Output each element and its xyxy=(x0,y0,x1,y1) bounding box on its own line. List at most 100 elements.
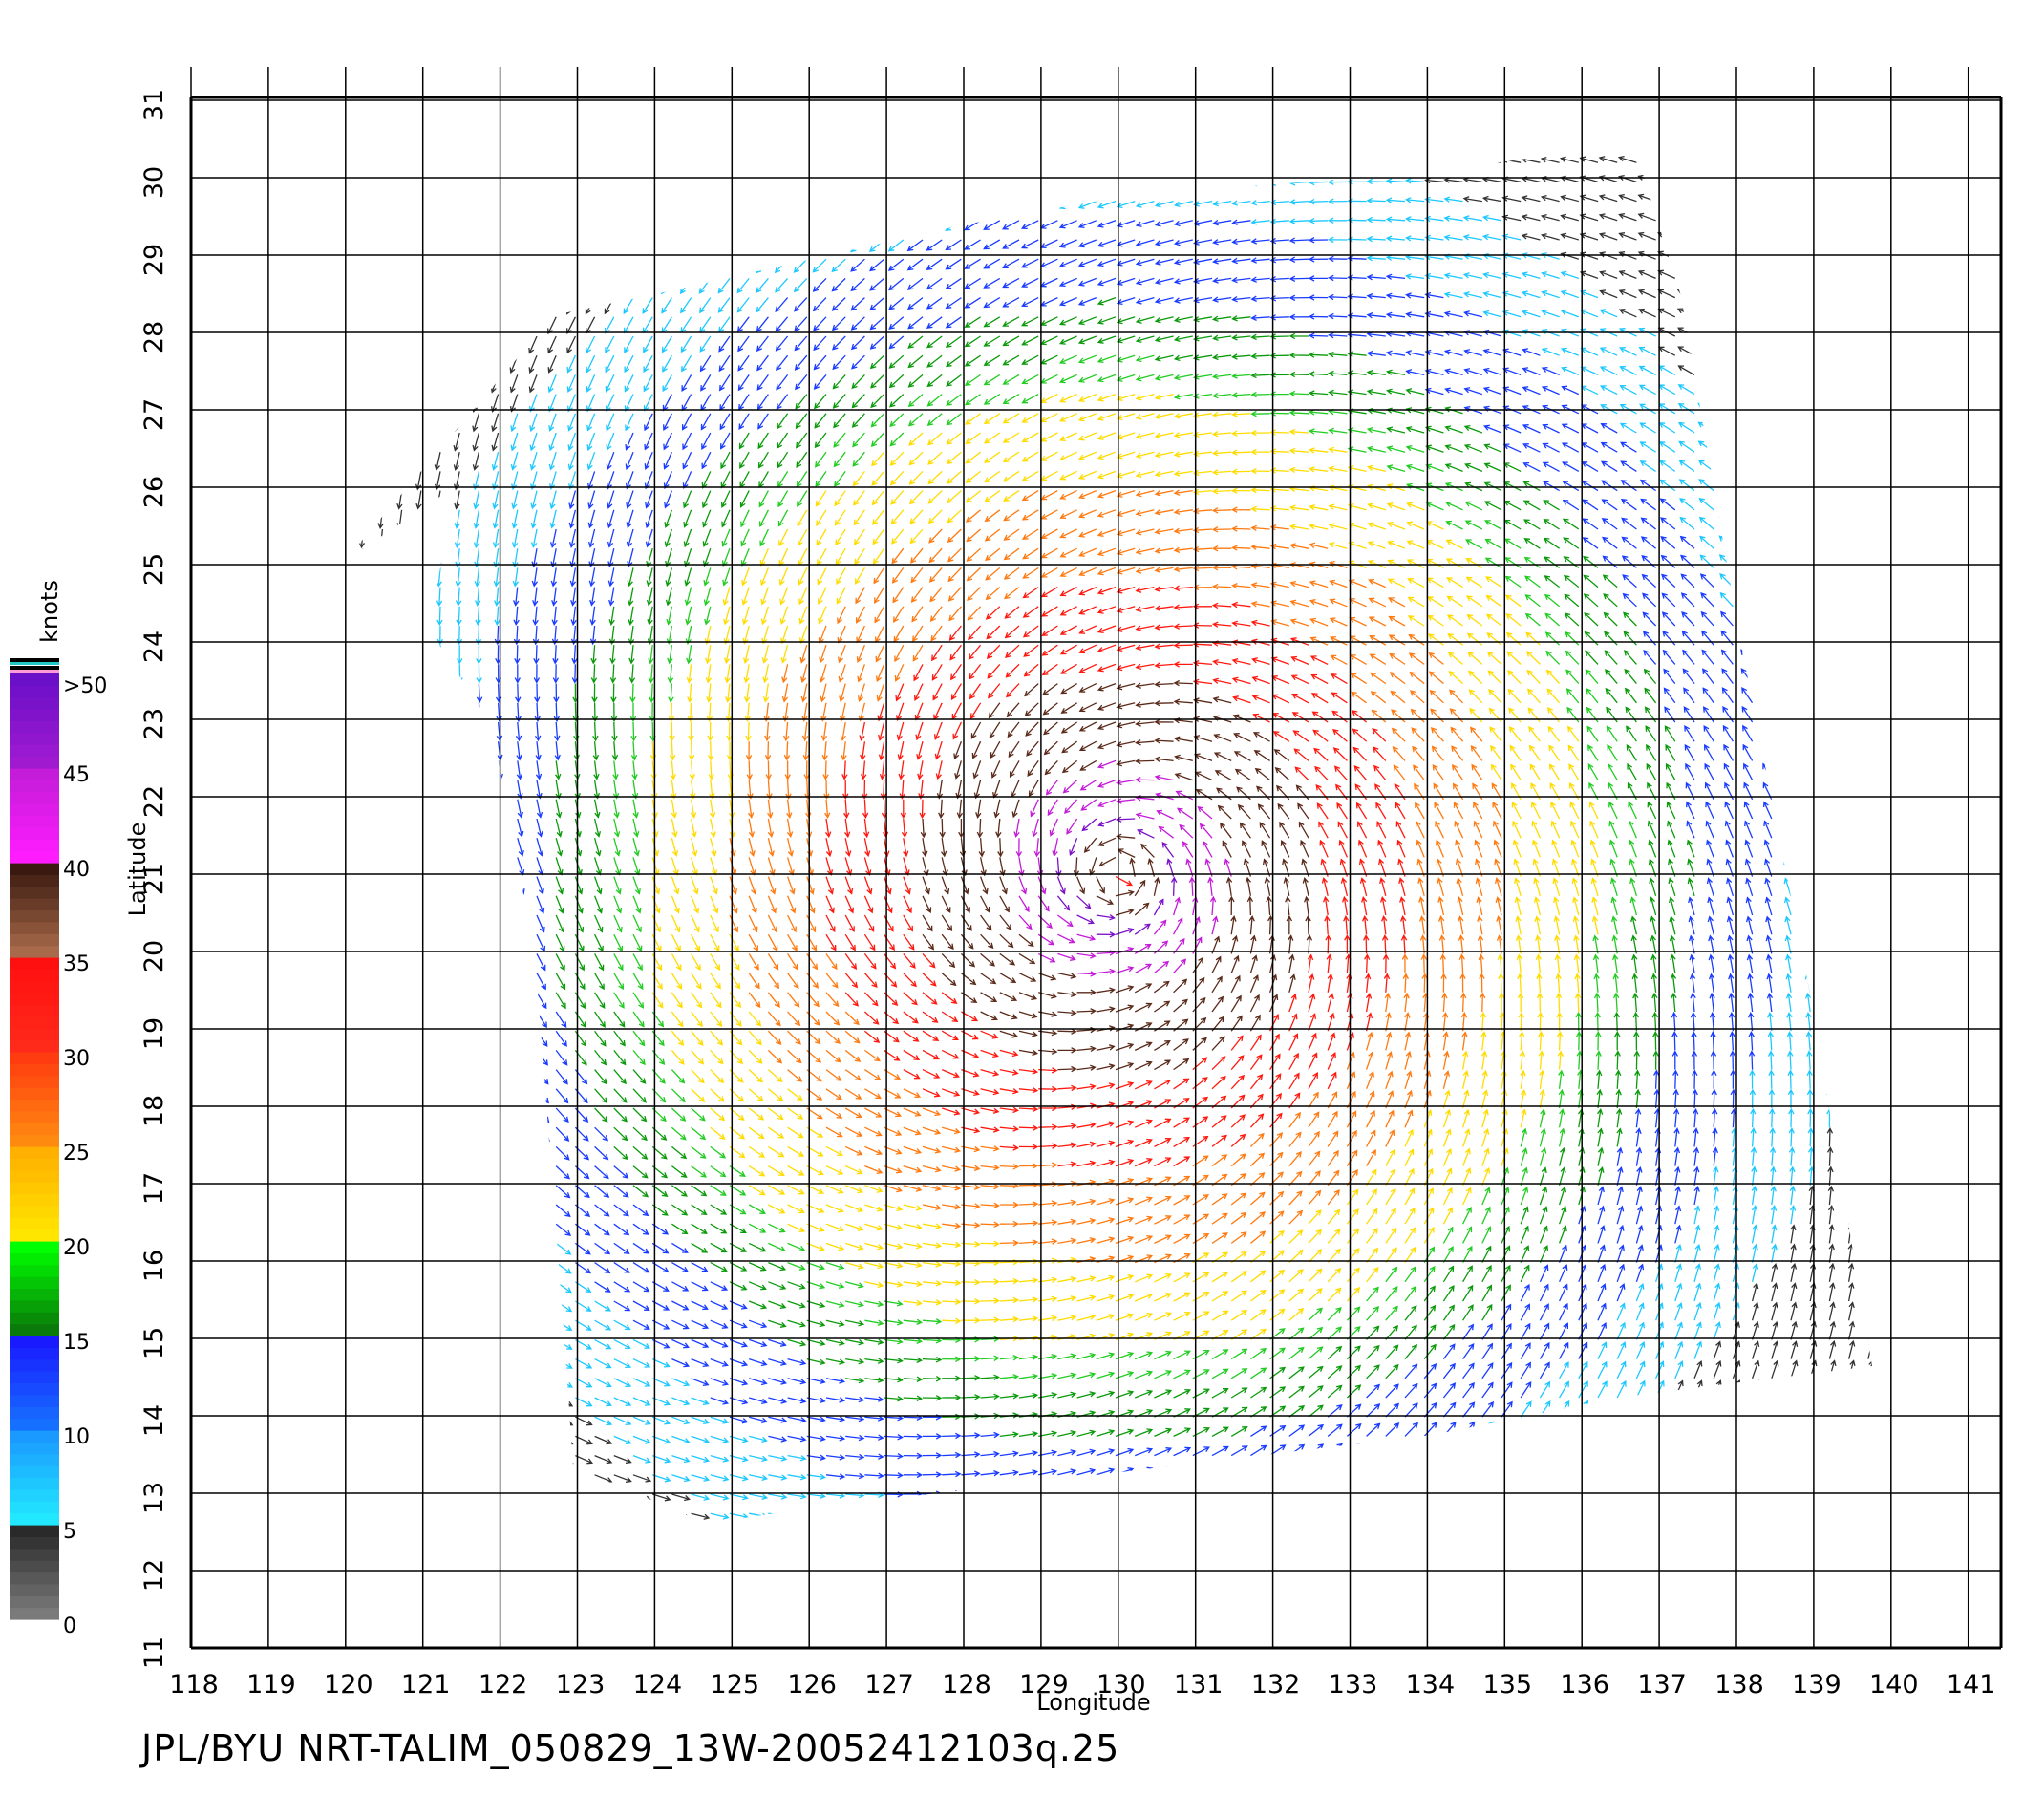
wind-vector xyxy=(1173,1214,1191,1225)
wind-vector xyxy=(381,760,389,780)
wind-vector xyxy=(980,1088,1000,1096)
wind-vector xyxy=(1633,1031,1640,1051)
wind-vector xyxy=(1366,292,1386,300)
wind-vector xyxy=(844,1204,864,1213)
wind-vector xyxy=(1134,923,1151,935)
wind-vector xyxy=(1736,421,1753,434)
wind-vector xyxy=(457,683,464,703)
wind-vector xyxy=(1212,239,1232,246)
wind-vector xyxy=(1727,953,1735,973)
wind-vector xyxy=(903,857,910,877)
wind-vector xyxy=(999,1258,1020,1266)
wind-vector xyxy=(1076,989,1097,995)
wind-vector xyxy=(999,973,1017,983)
wind-vector xyxy=(439,1185,455,1200)
wind-vector xyxy=(1173,1058,1190,1071)
wind-vector xyxy=(344,452,345,472)
wind-vector xyxy=(381,1030,394,1048)
wind-vector xyxy=(922,1107,942,1117)
wind-vector xyxy=(1060,721,1077,734)
wind-vector xyxy=(1695,193,1714,203)
wind-vector xyxy=(1052,838,1059,858)
wind-vector xyxy=(381,953,392,972)
wind-vector xyxy=(1442,1128,1452,1147)
wind-vector xyxy=(1596,1108,1604,1128)
wind-vector xyxy=(394,335,403,355)
wind-vector xyxy=(1057,1237,1077,1245)
wind-vector xyxy=(710,1145,727,1159)
wind-vector xyxy=(787,933,798,951)
wind-vector xyxy=(903,1280,923,1288)
wind-vector xyxy=(1504,575,1522,588)
wind-vector xyxy=(632,1049,646,1066)
wind-vector xyxy=(878,741,885,761)
wind-vector xyxy=(431,161,441,181)
wind-vector xyxy=(1097,702,1117,711)
wind-vector xyxy=(1249,1132,1265,1147)
wind-vector xyxy=(767,1030,782,1045)
wind-vector xyxy=(852,451,865,467)
wind-vector xyxy=(1288,409,1309,417)
wind-vector xyxy=(1757,478,1773,492)
wind-vector xyxy=(1480,1031,1487,1051)
wind-vector xyxy=(434,413,441,433)
wind-vector xyxy=(536,1319,554,1332)
wind-vector xyxy=(897,741,905,761)
wind-vector xyxy=(1465,558,1483,568)
wind-vector xyxy=(1176,807,1194,820)
wind-vector xyxy=(1231,449,1251,456)
wind-vector xyxy=(1520,1127,1528,1147)
wind-vector xyxy=(1134,983,1153,994)
wind-vector xyxy=(1250,391,1270,398)
wind-vector xyxy=(1248,914,1255,935)
wind-vector xyxy=(777,490,789,508)
wind-vector xyxy=(661,297,672,314)
wind-vector xyxy=(574,933,585,952)
wind-vector xyxy=(434,452,441,472)
wind-vector xyxy=(1488,707,1502,723)
wind-vector xyxy=(1116,413,1136,421)
wind-vector xyxy=(1412,745,1425,761)
wind-vector xyxy=(768,1185,786,1195)
wind-vector xyxy=(1865,1165,1872,1186)
wind-vector xyxy=(683,490,692,509)
wind-vector xyxy=(471,316,480,335)
wind-vector xyxy=(1077,393,1097,402)
wind-vector xyxy=(1444,368,1463,376)
wind-vector xyxy=(936,780,944,800)
wind-vector xyxy=(1269,1210,1285,1225)
wind-vector xyxy=(1134,1215,1154,1225)
wind-vector xyxy=(1410,708,1425,723)
wind-vector xyxy=(1059,470,1077,481)
wind-vector xyxy=(1716,383,1734,396)
wind-vector xyxy=(625,432,634,451)
wind-vector xyxy=(420,818,428,838)
wind-vector xyxy=(813,316,827,331)
wind-vector xyxy=(1192,697,1213,704)
wind-vector xyxy=(1018,857,1025,877)
wind-vector xyxy=(844,838,852,858)
wind-vector xyxy=(1723,762,1734,780)
wind-vector xyxy=(1832,267,1849,279)
wind-vector xyxy=(1288,275,1309,282)
wind-vector xyxy=(1058,143,1077,152)
wind-vector xyxy=(401,953,411,972)
wind-vector xyxy=(1762,762,1773,780)
wind-vector xyxy=(1330,674,1348,685)
wind-vector xyxy=(743,664,750,684)
wind-vector xyxy=(797,490,808,507)
wind-vector xyxy=(1678,440,1695,453)
wind-vector xyxy=(1279,821,1290,839)
wind-vector xyxy=(1135,777,1155,783)
wind-vector xyxy=(1866,1224,1872,1244)
wind-vector xyxy=(587,528,596,548)
wind-vector xyxy=(555,780,562,800)
wind-vector xyxy=(718,316,731,333)
wind-vector xyxy=(1366,178,1386,185)
wind-vector xyxy=(1782,839,1792,858)
wind-vector xyxy=(458,1165,474,1181)
wind-vector xyxy=(1548,744,1561,761)
wind-vector xyxy=(691,1185,708,1197)
wind-vector xyxy=(1831,153,1849,163)
wind-vector xyxy=(1707,915,1714,935)
